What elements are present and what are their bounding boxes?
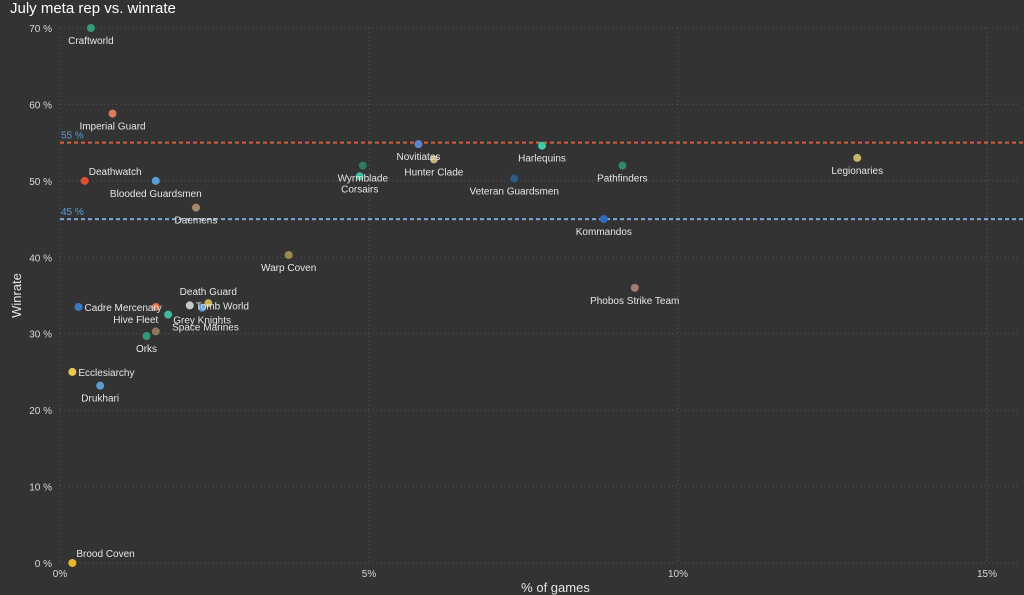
y-tick-label: 0 % xyxy=(35,559,52,570)
y-tick-label: 60 % xyxy=(29,100,52,111)
point-label: Daemens xyxy=(175,216,218,227)
reference-lines: 55 % 45 % xyxy=(60,131,1024,221)
y-tick-label: 30 % xyxy=(29,330,52,341)
x-tick-label: 15% xyxy=(977,569,997,580)
data-point[interactable] xyxy=(853,153,862,162)
point-label: Kommandos xyxy=(576,227,632,238)
point-label: Drukhari xyxy=(81,394,119,405)
data-point[interactable] xyxy=(151,176,160,185)
x-tick-label: 5% xyxy=(362,569,377,580)
point-label: Imperial Guard xyxy=(79,122,145,133)
reference-line-label: 45 % xyxy=(61,207,84,218)
y-tick-label: 70 % xyxy=(29,24,52,35)
y-axis-title: Winrate xyxy=(9,273,24,318)
data-point[interactable] xyxy=(86,24,95,32)
point-labels: Craftworld Imperial Guard Deathwatch Bloode… xyxy=(68,36,883,560)
point-label: Grey Knights xyxy=(173,316,231,327)
point-label: Death Guard xyxy=(180,287,237,298)
data-point[interactable] xyxy=(68,559,77,567)
y-tick-label: 10 % xyxy=(29,483,52,494)
data-point[interactable] xyxy=(151,327,160,336)
point-label: Cadre Mercenary xyxy=(85,303,162,314)
data-point[interactable] xyxy=(599,215,608,224)
point-label: Blooded Guardsmen xyxy=(110,189,202,200)
point-label: Veteran Guardsmen xyxy=(469,187,559,198)
data-point[interactable] xyxy=(355,172,364,181)
data-point[interactable] xyxy=(538,141,547,150)
point-label: Tomb World xyxy=(196,301,249,312)
data-point[interactable] xyxy=(630,283,639,292)
y-tick-label: 50 % xyxy=(29,177,52,188)
point-label: Hive Fleet xyxy=(113,315,158,326)
data-point[interactable] xyxy=(618,161,627,170)
axis-ticks: 0 % 10 % 20 % 30 % 40 % 50 % 60 % 70 % 0% 5% 10% 15… xyxy=(29,24,997,580)
point-label: Harlequins xyxy=(518,154,566,165)
point-label: Deathwatch xyxy=(89,167,142,178)
point-label: Novitiates xyxy=(396,152,440,163)
point-label: Wyrmblade xyxy=(338,174,389,185)
data-point[interactable] xyxy=(108,109,117,118)
x-tick-label: 0% xyxy=(53,569,68,580)
point-label: Orks xyxy=(136,344,157,355)
data-point[interactable] xyxy=(142,332,151,341)
y-tick-label: 20 % xyxy=(29,406,52,417)
reference-line-label: 55 % xyxy=(61,131,84,142)
data-point[interactable] xyxy=(510,174,519,183)
data-point[interactable] xyxy=(204,299,213,308)
chart-title: July meta rep vs. winrate xyxy=(10,0,176,17)
point-label: Legionaries xyxy=(831,166,883,177)
data-point[interactable] xyxy=(74,302,83,311)
x-axis-title: % of games xyxy=(521,580,590,595)
data-point[interactable] xyxy=(68,367,77,376)
data-point[interactable] xyxy=(164,310,173,319)
data-point[interactable] xyxy=(198,303,207,312)
point-label: Space Marines xyxy=(172,323,239,334)
data-point[interactable] xyxy=(358,161,367,170)
data-point[interactable] xyxy=(191,203,200,212)
data-point[interactable] xyxy=(185,301,194,310)
point-label: Phobos Strike Team xyxy=(590,296,679,307)
data-points xyxy=(68,24,862,567)
point-label: Craftworld xyxy=(68,36,114,47)
data-point[interactable] xyxy=(80,176,89,185)
data-point[interactable] xyxy=(284,250,293,259)
point-label: Corsairs xyxy=(341,184,378,195)
data-point[interactable] xyxy=(414,140,423,149)
x-tick-label: 10% xyxy=(668,569,688,580)
y-tick-label: 40 % xyxy=(29,253,52,264)
point-label: Warp Coven xyxy=(261,263,316,274)
data-point[interactable] xyxy=(429,155,438,164)
point-label: Ecclesiarchy xyxy=(78,368,134,379)
data-point[interactable] xyxy=(96,381,105,390)
point-label: Pathfinders xyxy=(597,174,648,185)
data-point[interactable] xyxy=(151,302,160,311)
point-label: Brood Coven xyxy=(76,549,134,560)
point-label: Hunter Clade xyxy=(404,167,463,178)
